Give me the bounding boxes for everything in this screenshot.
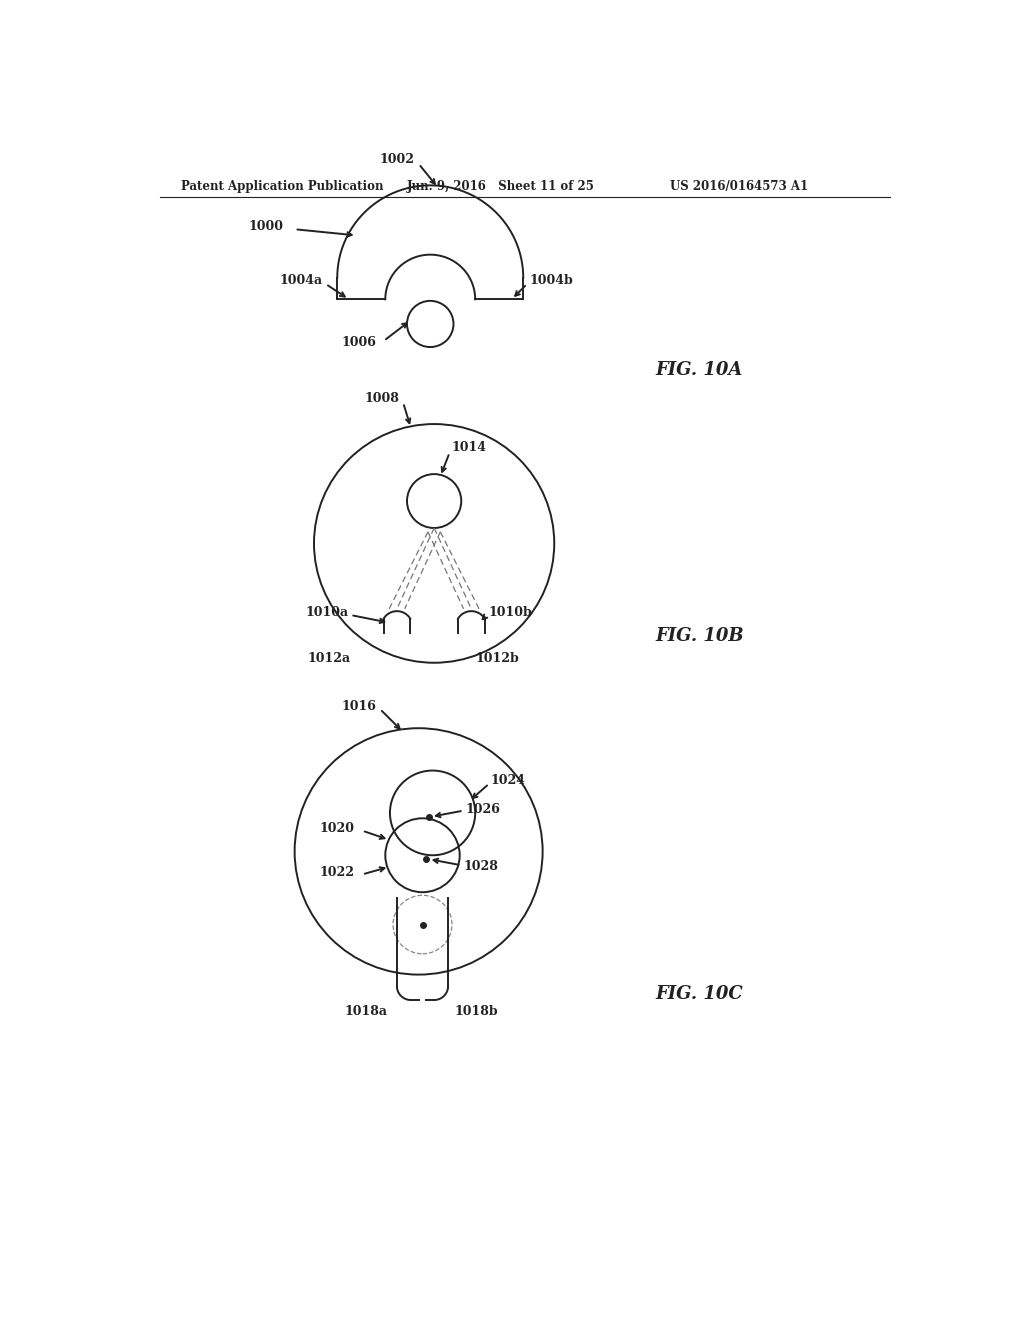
Text: 1014: 1014 [452, 441, 486, 454]
Text: FIG. 10C: FIG. 10C [655, 985, 742, 1003]
Text: 1000: 1000 [248, 219, 283, 232]
Text: Jun. 9, 2016   Sheet 11 of 25: Jun. 9, 2016 Sheet 11 of 25 [407, 181, 595, 194]
Text: 1024: 1024 [490, 774, 525, 787]
Text: 1018a: 1018a [344, 1005, 387, 1018]
Text: 1004a: 1004a [280, 275, 323, 288]
Text: 1026: 1026 [466, 803, 501, 816]
Text: 1012b: 1012b [475, 652, 519, 665]
Text: 1004b: 1004b [529, 275, 573, 288]
Text: 1016: 1016 [341, 700, 376, 713]
Text: 1020: 1020 [319, 822, 354, 834]
Text: 1006: 1006 [341, 335, 376, 348]
Text: 1018b: 1018b [455, 1005, 498, 1018]
Text: 1002: 1002 [380, 153, 415, 166]
Text: Patent Application Publication: Patent Application Publication [180, 181, 383, 194]
Text: 1010b: 1010b [488, 606, 532, 619]
Text: 1008: 1008 [365, 392, 399, 405]
Text: FIG. 10A: FIG. 10A [655, 362, 742, 379]
Text: 1028: 1028 [464, 861, 499, 874]
Text: 1022: 1022 [319, 866, 354, 879]
Text: FIG. 10B: FIG. 10B [655, 627, 743, 644]
Text: US 2016/0164573 A1: US 2016/0164573 A1 [671, 181, 809, 194]
Text: 1012a: 1012a [308, 652, 351, 665]
Text: 1010a: 1010a [305, 606, 348, 619]
